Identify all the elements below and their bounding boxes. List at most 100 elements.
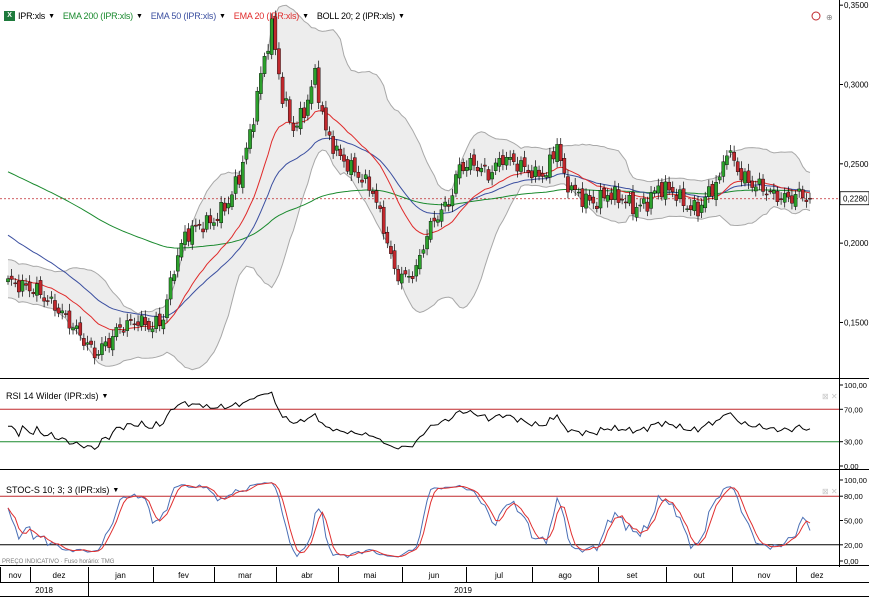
dropdown-arrow-icon[interactable]: ▼ — [219, 12, 226, 20]
stoch-tick-label: 20,00 — [844, 541, 863, 550]
candle-body — [548, 154, 552, 178]
candle-body — [150, 328, 155, 333]
legend-ema200[interactable]: EMA 200 (IPR:xls) ▼ — [63, 11, 143, 21]
candle — [313, 64, 317, 89]
candle-body — [360, 179, 364, 183]
candle-body — [175, 255, 180, 272]
candle-body — [132, 323, 137, 326]
candle-body — [533, 166, 538, 177]
candle — [306, 94, 310, 121]
stoch-tick-label: 50,00 — [844, 517, 863, 526]
candle — [118, 317, 122, 334]
candle-body — [623, 201, 628, 204]
dropdown-arrow-icon[interactable]: ▼ — [302, 12, 309, 20]
candle-body — [551, 151, 556, 160]
stoch-panel-tools-icon[interactable]: ⊠ ✕ — [822, 487, 838, 496]
candle — [656, 178, 661, 200]
candle-body — [201, 228, 205, 233]
month-label: set — [627, 571, 638, 580]
candle-body — [74, 325, 79, 329]
legend-symbol[interactable]: X IPR:xls ▼ — [4, 11, 55, 21]
rsi-panel-tools-icon[interactable]: ⊠ ✕ — [822, 392, 838, 401]
candle — [53, 293, 57, 317]
candle — [269, 13, 274, 60]
candle-body — [472, 154, 476, 166]
stoch-panel-title[interactable]: STOC-S 10; 3; 3 (IPR:xls) ▼ — [6, 485, 119, 495]
candle-body — [580, 188, 585, 207]
candle — [367, 169, 372, 197]
candle-body — [732, 152, 736, 161]
candle — [772, 183, 776, 200]
candle-body — [775, 190, 780, 202]
candle-body — [100, 343, 104, 355]
candle — [605, 188, 610, 208]
candle — [132, 317, 137, 331]
candle — [371, 187, 375, 197]
candle — [591, 190, 596, 210]
candle — [418, 249, 422, 275]
candle-body — [92, 347, 97, 359]
rsi-tick-label: 0,00 — [844, 462, 859, 471]
candle-body — [479, 167, 484, 173]
candle-body — [24, 283, 28, 286]
candle-body — [710, 184, 715, 197]
legend-ema20[interactable]: EMA 20 (IPR:xls) ▼ — [234, 11, 309, 21]
candle-body — [71, 327, 75, 331]
candle-body — [266, 50, 270, 54]
price-tick-label: 0,1500 — [844, 318, 869, 327]
candle — [266, 44, 270, 60]
candle — [82, 333, 86, 351]
zoom-icon: ⊕ — [826, 13, 833, 22]
legend-ema50[interactable]: EMA 50 (IPR:xls) ▼ — [151, 11, 226, 21]
candle-body — [465, 166, 469, 171]
candle-body — [20, 280, 25, 292]
candle — [219, 196, 223, 229]
candle-body — [56, 307, 61, 314]
rsi-panel-title[interactable]: RSI 14 Wilder (IPR:xls) ▼ — [6, 391, 108, 401]
candle — [324, 100, 328, 137]
excel-icon: X — [4, 11, 15, 21]
candle — [732, 145, 736, 167]
candle-body — [154, 316, 158, 329]
candle — [475, 160, 480, 177]
candle-body — [110, 336, 115, 351]
month-label: dez — [53, 571, 66, 580]
legend-boll[interactable]: BOLL 20; 2 (IPR:xls) ▼ — [317, 11, 405, 21]
candle — [309, 80, 314, 110]
candle — [620, 194, 624, 205]
candle-body — [222, 202, 227, 212]
dropdown-arrow-icon[interactable]: ▼ — [135, 12, 143, 20]
candle-body — [291, 122, 296, 131]
candle-body — [450, 195, 455, 207]
candle-body — [27, 281, 32, 292]
candle — [490, 165, 494, 186]
dropdown-arrow-icon[interactable]: ▼ — [101, 392, 109, 400]
candle — [717, 172, 722, 184]
candle — [353, 152, 357, 177]
candle-body — [725, 155, 729, 165]
candle-body — [772, 190, 776, 194]
candle-body — [511, 153, 516, 162]
candle-body — [555, 144, 559, 162]
dropdown-arrow-icon[interactable]: ▼ — [398, 12, 405, 20]
candle-body — [342, 154, 346, 162]
candle — [674, 188, 679, 207]
candle-body — [269, 18, 274, 55]
candle-body — [168, 277, 173, 300]
dropdown-arrow-icon[interactable]: ▼ — [112, 486, 120, 494]
dropdown-arrow-icon[interactable]: ▼ — [48, 12, 55, 20]
candle — [403, 266, 408, 278]
month-label: nov — [758, 571, 771, 580]
candle — [793, 190, 798, 211]
candle-body — [38, 280, 43, 295]
candle — [78, 316, 83, 341]
candle-body — [634, 207, 639, 218]
candle — [714, 175, 718, 207]
candle — [92, 340, 97, 365]
candle-body — [483, 164, 487, 167]
candle — [295, 121, 299, 132]
candle — [392, 243, 397, 275]
candle-body — [627, 195, 632, 204]
candle — [757, 172, 762, 190]
